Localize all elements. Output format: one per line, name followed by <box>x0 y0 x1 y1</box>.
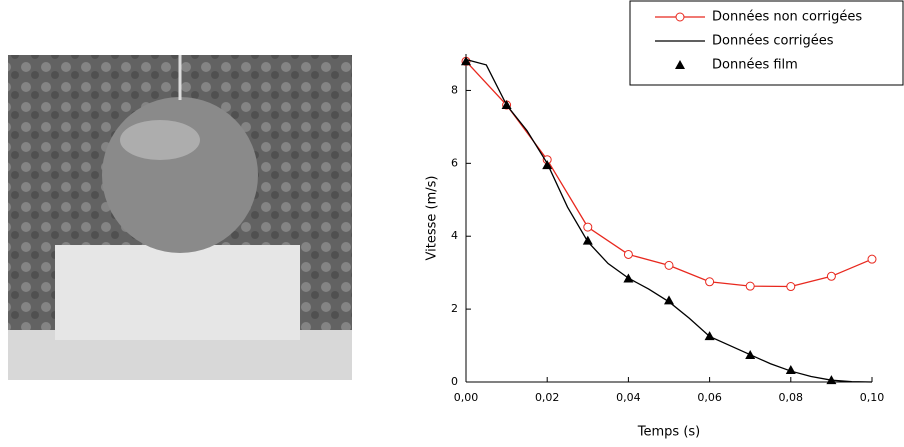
data-point <box>745 281 755 291</box>
x-tick-label: 0,02 <box>535 391 560 404</box>
photo-box <box>55 245 300 340</box>
y-tick-label: 4 <box>451 229 458 242</box>
x-tick-label: 0,04 <box>616 391 641 404</box>
legend-marker <box>675 60 685 69</box>
x-tick-label: 0,06 <box>697 391 722 404</box>
data-point <box>826 375 837 385</box>
series-line <box>465 60 873 288</box>
photo-sphere <box>102 97 258 253</box>
data-point <box>664 295 674 305</box>
y-tick-label: 8 <box>451 83 458 96</box>
data-point <box>583 222 593 232</box>
x-tick-label: 0,08 <box>779 391 804 404</box>
photo-highlight <box>120 120 200 160</box>
data-point <box>785 364 796 374</box>
y-tick-label: 2 <box>451 302 458 315</box>
legend-label: Données film <box>712 58 798 73</box>
data-point <box>664 260 674 270</box>
legend-marker <box>675 12 685 22</box>
y-tick-label: 0 <box>451 375 458 388</box>
data-point <box>786 282 796 292</box>
data-point <box>704 331 715 341</box>
data-point <box>582 235 593 245</box>
data-point <box>826 271 836 281</box>
series-line <box>465 58 873 383</box>
data-point <box>705 277 715 287</box>
data-point <box>623 249 633 259</box>
data-point <box>623 273 634 283</box>
y-tick-label: 6 <box>451 156 458 169</box>
photo <box>8 55 352 380</box>
data-point <box>745 350 756 360</box>
data-point <box>501 100 512 110</box>
x-axis-title: Temps (s) <box>637 425 700 440</box>
legend <box>629 0 904 86</box>
data-point <box>542 160 553 170</box>
x-tick-label: 0,10 <box>860 391 885 404</box>
data-point <box>461 56 471 66</box>
data-point <box>867 254 877 264</box>
x-tick-label: 0,00 <box>454 391 479 404</box>
y-axis-title: Vitesse (m/s) <box>425 176 440 261</box>
legend-label: Données corrigées <box>712 34 834 49</box>
legend-label: Données non corrigées <box>712 10 862 25</box>
